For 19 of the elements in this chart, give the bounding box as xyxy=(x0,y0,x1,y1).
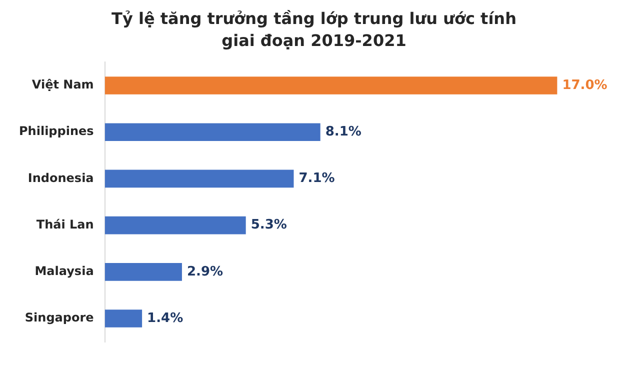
bar xyxy=(104,310,142,328)
data-label: 5.3% xyxy=(250,218,287,233)
data-label: 17.0% xyxy=(562,78,608,93)
data-label: 7.1% xyxy=(298,171,335,186)
y-tick-label: Philippines xyxy=(19,124,94,138)
y-tick-label: Thái Lan xyxy=(36,217,94,232)
bar xyxy=(104,216,246,234)
data-label: 8.1% xyxy=(325,124,362,140)
bar xyxy=(104,76,558,94)
bar xyxy=(104,123,320,142)
data-label: 2.9% xyxy=(186,264,224,280)
y-tick-label: Việt Nam xyxy=(32,78,94,92)
y-tick-label: Indonesia xyxy=(28,170,94,185)
chart-title: Tỷ lệ tăng trưởng tầng lớp trung lưu ước tính giai đoạn 2019-2021 xyxy=(110,8,518,52)
y-tick-label: Malaysia xyxy=(34,264,94,278)
y-tick-label: Singapore xyxy=(24,310,94,325)
data-label: 1.4% xyxy=(147,310,184,326)
bar xyxy=(104,262,182,281)
bar xyxy=(104,170,294,188)
